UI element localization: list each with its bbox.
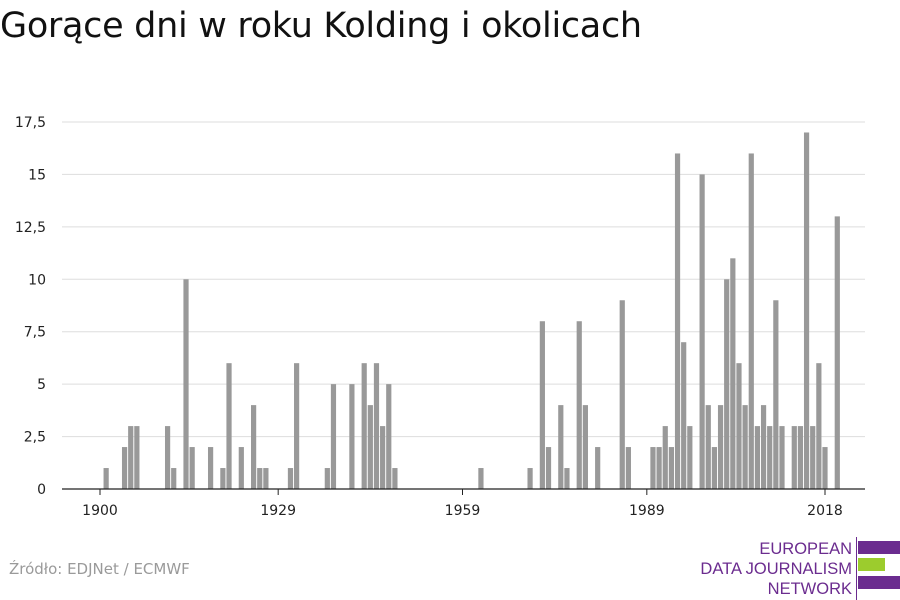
y-tick-label: 10 — [28, 272, 46, 288]
bar — [189, 447, 195, 489]
bar — [367, 405, 373, 489]
bar — [361, 363, 367, 489]
logo-text: EUROPEAN DATA JOURNALISM NETWORK — [700, 539, 852, 599]
logo-bar-top — [858, 541, 900, 554]
y-tick-label: 7,5 — [24, 325, 46, 341]
y-tick-label: 15 — [28, 167, 46, 183]
bar — [803, 132, 810, 489]
bar — [103, 468, 109, 489]
bar — [183, 279, 189, 489]
bar — [349, 384, 355, 489]
bar — [392, 468, 398, 489]
logo-line-3: NETWORK — [767, 580, 852, 598]
bar — [687, 426, 693, 489]
bar — [717, 405, 724, 489]
bar — [662, 426, 668, 489]
gridlines — [62, 121, 865, 438]
bar — [650, 447, 656, 489]
bar — [238, 447, 244, 489]
bar — [834, 216, 840, 489]
logo-line-2: DATA JOURNALISM — [700, 560, 852, 578]
logo-bar-middle — [858, 558, 885, 571]
y-tick-label: 0 — [37, 482, 46, 498]
y-axis-tick-labels: 0 2,5 5 7,5 10 12,5 15 17,5 — [15, 115, 46, 498]
bar — [164, 426, 171, 489]
bar — [625, 447, 631, 489]
logo-line-1: EUROPEAN — [759, 540, 852, 558]
x-tick-label: 1929 — [260, 503, 296, 519]
bar — [257, 468, 263, 489]
bar — [730, 258, 736, 489]
bar — [773, 300, 779, 489]
bar — [386, 384, 392, 489]
bar — [779, 426, 785, 489]
bar — [380, 426, 386, 489]
bar — [373, 363, 380, 489]
bar — [705, 405, 711, 489]
bar — [668, 447, 674, 489]
y-tick-label: 12,5 — [15, 220, 46, 236]
x-tick-label: 1900 — [82, 503, 118, 519]
bar — [478, 468, 484, 489]
edjnet-logo: EUROPEAN DATA JOURNALISM NETWORK — [700, 537, 900, 600]
bar — [674, 153, 681, 489]
y-tick-label: 2,5 — [24, 430, 46, 446]
logo-divider — [856, 537, 857, 600]
bar — [724, 279, 730, 489]
bar — [681, 342, 687, 489]
source-note: Źródło: EDJNet / ECMWF — [9, 560, 190, 578]
bar — [656, 447, 662, 489]
bar — [527, 468, 533, 489]
chart-title: Gorące dni w roku Kolding i okolicach — [0, 6, 642, 46]
bar — [251, 405, 257, 489]
bar — [545, 447, 552, 489]
bar — [619, 300, 625, 489]
bar — [822, 447, 828, 489]
logo-bar-bottom — [858, 576, 900, 589]
bar — [121, 447, 128, 489]
bar — [711, 447, 718, 489]
y-tick-label: 17,5 — [15, 115, 46, 131]
bar — [220, 468, 226, 489]
bar — [742, 405, 748, 489]
x-tick-label: 1989 — [629, 503, 665, 519]
bar — [582, 405, 588, 489]
bar — [748, 153, 754, 489]
bar — [287, 468, 294, 489]
bar — [263, 468, 269, 489]
bar — [791, 426, 797, 489]
bars — [103, 132, 840, 489]
x-axis-ticks: 1900 1929 1959 1989 2018 — [82, 489, 843, 519]
bar — [207, 447, 214, 489]
bar — [134, 426, 140, 489]
bar — [539, 321, 545, 489]
bar — [226, 363, 232, 489]
bar — [330, 384, 337, 489]
bar — [810, 426, 816, 489]
bar — [294, 363, 300, 489]
bar — [797, 426, 804, 489]
bar — [324, 468, 330, 489]
bar — [736, 363, 742, 489]
bar — [576, 321, 582, 489]
bar — [564, 468, 570, 489]
bar — [767, 426, 773, 489]
bar — [816, 363, 822, 489]
bar — [558, 405, 564, 489]
bar — [760, 405, 767, 489]
x-tick-label: 1959 — [445, 503, 481, 519]
bar — [595, 447, 601, 489]
bar — [171, 468, 177, 489]
bar — [128, 426, 134, 489]
bar — [699, 174, 705, 489]
x-tick-label: 2018 — [807, 503, 843, 519]
y-tick-label: 5 — [37, 377, 46, 393]
bar — [754, 426, 761, 489]
